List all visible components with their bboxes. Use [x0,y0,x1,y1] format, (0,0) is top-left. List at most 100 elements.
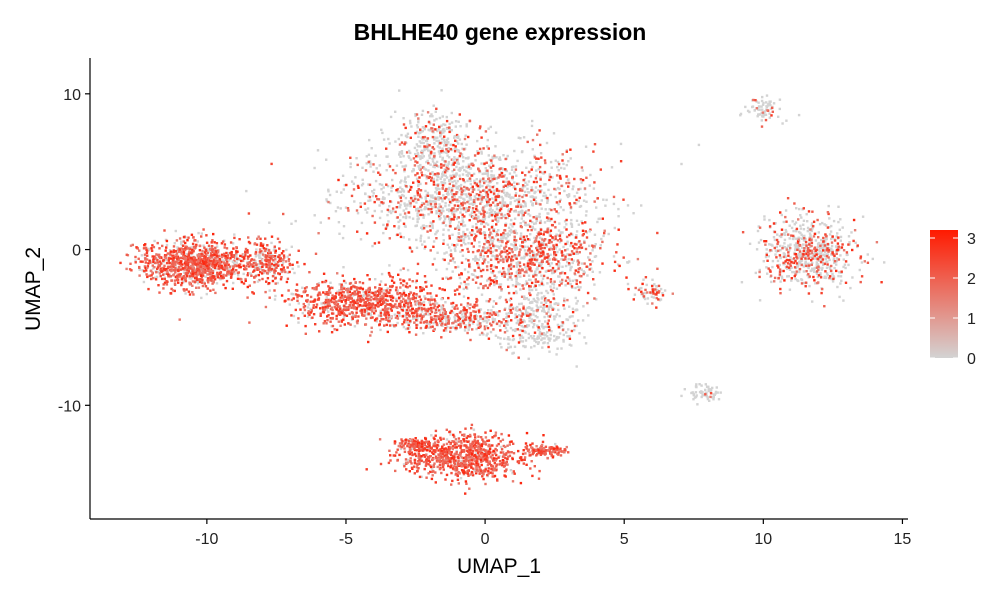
data-point [547,299,550,302]
data-point [478,245,481,248]
data-point [457,224,460,227]
data-point [201,273,204,276]
data-point [411,315,415,318]
data-point [558,262,561,265]
data-point [449,326,452,330]
data-point [483,236,487,240]
data-point [538,332,541,335]
data-point [435,139,438,142]
data-point [517,182,520,185]
data-point [509,345,512,349]
data-point [592,187,596,190]
data-point [490,179,494,182]
data-point [208,256,212,259]
data-point [535,202,538,205]
data-point [484,251,487,254]
data-point [538,270,542,274]
data-point [456,179,459,183]
data-point [498,240,501,243]
data-point [521,195,524,199]
data-point [465,143,468,146]
data-point [344,206,348,209]
data-point [424,281,427,284]
data-point [549,333,552,337]
data-point [401,315,404,318]
data-point [420,310,424,313]
data-point [547,305,551,308]
data-point [151,271,154,274]
data-point [191,268,194,272]
data-point [527,274,531,277]
data-point [344,300,347,303]
data-point [555,269,558,272]
data-point [536,248,539,252]
data-point [544,208,547,211]
data-point [461,173,465,176]
data-point [581,229,585,232]
data-point [535,169,538,172]
data-point [556,250,559,254]
data-point [458,177,462,181]
data-point [549,288,553,292]
data-point [512,351,515,355]
data-point [536,296,539,300]
data-point [183,268,186,271]
data-point [538,129,541,132]
data-point [164,249,167,252]
data-point [540,338,543,342]
data-point [399,161,403,164]
data-point [510,231,513,234]
data-point [438,309,441,312]
data-point [557,162,561,166]
data-point [415,130,419,134]
data-point [331,324,335,328]
data-point [506,192,509,195]
data-point [491,178,494,181]
data-point [233,236,236,240]
data-point [636,257,640,261]
data-point [519,205,522,209]
data-point [454,313,457,317]
data-point [462,316,465,319]
data-point [453,289,457,292]
data-point [381,298,384,301]
data-point [559,324,562,328]
data-point [452,143,455,147]
data-point [522,307,525,310]
data-point [145,269,148,272]
data-point [408,284,412,288]
data-point [602,198,605,201]
data-point [459,239,463,242]
data-point [500,195,503,199]
data-point [201,278,204,282]
data-point [559,177,562,180]
data-point [430,298,433,302]
data-point [511,328,515,332]
data-point [415,143,419,146]
data-point [445,322,448,325]
data-point [510,255,514,258]
data-point [533,215,537,219]
data-point [384,292,387,295]
data-point [515,247,519,250]
data-point [408,238,411,241]
data-point [477,188,480,191]
data-point [546,322,550,325]
data-point [466,304,469,308]
data-point [555,245,559,248]
data-point [475,207,478,211]
data-point [417,135,420,138]
data-point [480,200,483,203]
data-point [373,297,377,301]
data-point [427,128,430,132]
data-point [486,193,490,196]
data-point [429,199,432,203]
data-point [499,337,502,340]
data-point [310,310,313,313]
data-point [487,199,490,202]
data-point [353,293,356,296]
data-point [458,206,461,210]
data-point [508,251,511,255]
data-point [518,250,521,254]
data-point [535,161,538,164]
